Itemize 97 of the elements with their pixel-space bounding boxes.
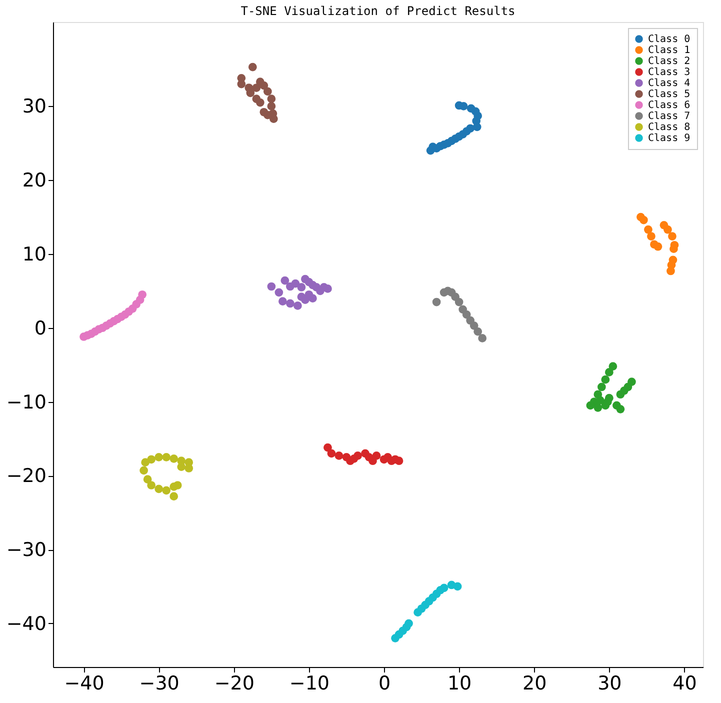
point	[324, 284, 332, 293]
legend-label: Class 3	[648, 67, 690, 78]
point	[350, 454, 358, 463]
point	[162, 486, 171, 495]
point	[466, 124, 475, 133]
point	[668, 232, 676, 240]
point	[324, 443, 332, 452]
y-tick-label: −30	[6, 539, 46, 562]
point	[594, 403, 602, 412]
x-tick-label: −40	[64, 672, 104, 694]
point	[147, 481, 156, 490]
x-tick-label: −30	[139, 672, 180, 694]
y-tick-label: −40	[6, 612, 46, 635]
point	[170, 454, 178, 463]
point	[252, 84, 261, 92]
point	[154, 452, 164, 462]
point	[644, 225, 652, 234]
point	[278, 297, 287, 306]
point	[267, 94, 276, 104]
y-tick-label: 30	[22, 96, 46, 118]
point	[432, 298, 441, 306]
point	[472, 122, 482, 132]
legend-label: Class 1	[648, 45, 690, 56]
point	[140, 466, 148, 475]
legend-label: Class 2	[648, 56, 690, 67]
x-tick-label: 10	[447, 672, 472, 694]
point	[454, 298, 464, 306]
point	[470, 321, 478, 330]
point	[586, 401, 595, 410]
point	[291, 279, 300, 288]
x-tick-label: 20	[522, 672, 547, 694]
y-tick-label: 20	[22, 170, 46, 192]
point	[260, 81, 268, 90]
point	[440, 584, 448, 592]
point	[603, 398, 612, 406]
point	[177, 462, 186, 471]
point	[466, 104, 476, 113]
point	[256, 98, 264, 107]
point	[404, 619, 413, 628]
x-tick-label: −20	[214, 672, 254, 694]
point	[628, 378, 636, 386]
point	[597, 382, 606, 392]
point	[173, 481, 182, 490]
x-tick-label: 40	[672, 672, 697, 694]
point	[138, 290, 146, 299]
point	[462, 310, 471, 319]
point	[297, 283, 306, 292]
point	[154, 484, 164, 494]
y-tick-label: −10	[6, 391, 46, 414]
point	[334, 452, 344, 460]
point	[143, 475, 152, 484]
point	[327, 449, 336, 458]
point	[604, 368, 614, 376]
point	[267, 102, 276, 110]
point	[654, 242, 662, 251]
point	[294, 302, 302, 310]
point	[263, 87, 272, 96]
point	[297, 292, 306, 302]
y-tick-label: 10	[22, 243, 46, 266]
point	[616, 404, 625, 414]
point	[162, 452, 171, 462]
x-tick-label: 30	[598, 672, 622, 694]
point	[308, 294, 317, 302]
legend-label: Class 4	[648, 78, 690, 89]
point	[664, 225, 672, 234]
point	[260, 108, 268, 116]
legend-label: Class 0	[648, 34, 690, 45]
point	[647, 232, 656, 240]
point	[248, 62, 257, 72]
legend-label: Class 9	[648, 133, 690, 144]
point	[601, 375, 610, 384]
x-tick-label: 0	[378, 672, 391, 694]
point	[246, 88, 255, 98]
point	[596, 396, 604, 404]
point	[274, 288, 284, 297]
chart-title: T-SNE Visualization of Predict Results	[240, 4, 516, 18]
legend-label: Class 7	[648, 111, 690, 122]
point	[280, 276, 290, 285]
point	[269, 114, 278, 123]
point	[474, 327, 482, 336]
legend-label: Class 6	[648, 100, 690, 111]
point	[608, 362, 618, 370]
point	[141, 458, 150, 467]
x-tick-label: −10	[289, 672, 330, 694]
point	[286, 299, 294, 308]
point	[453, 582, 462, 591]
point	[478, 334, 487, 342]
point	[170, 492, 178, 501]
point	[640, 216, 648, 224]
point	[391, 455, 400, 464]
legend-label: Class 5	[648, 89, 690, 100]
legend-label: Class 8	[648, 122, 690, 133]
point	[267, 282, 276, 291]
y-tick-label: −20	[6, 465, 46, 488]
point	[184, 464, 194, 472]
point	[667, 260, 676, 270]
y-tick-label: 0	[34, 317, 46, 340]
